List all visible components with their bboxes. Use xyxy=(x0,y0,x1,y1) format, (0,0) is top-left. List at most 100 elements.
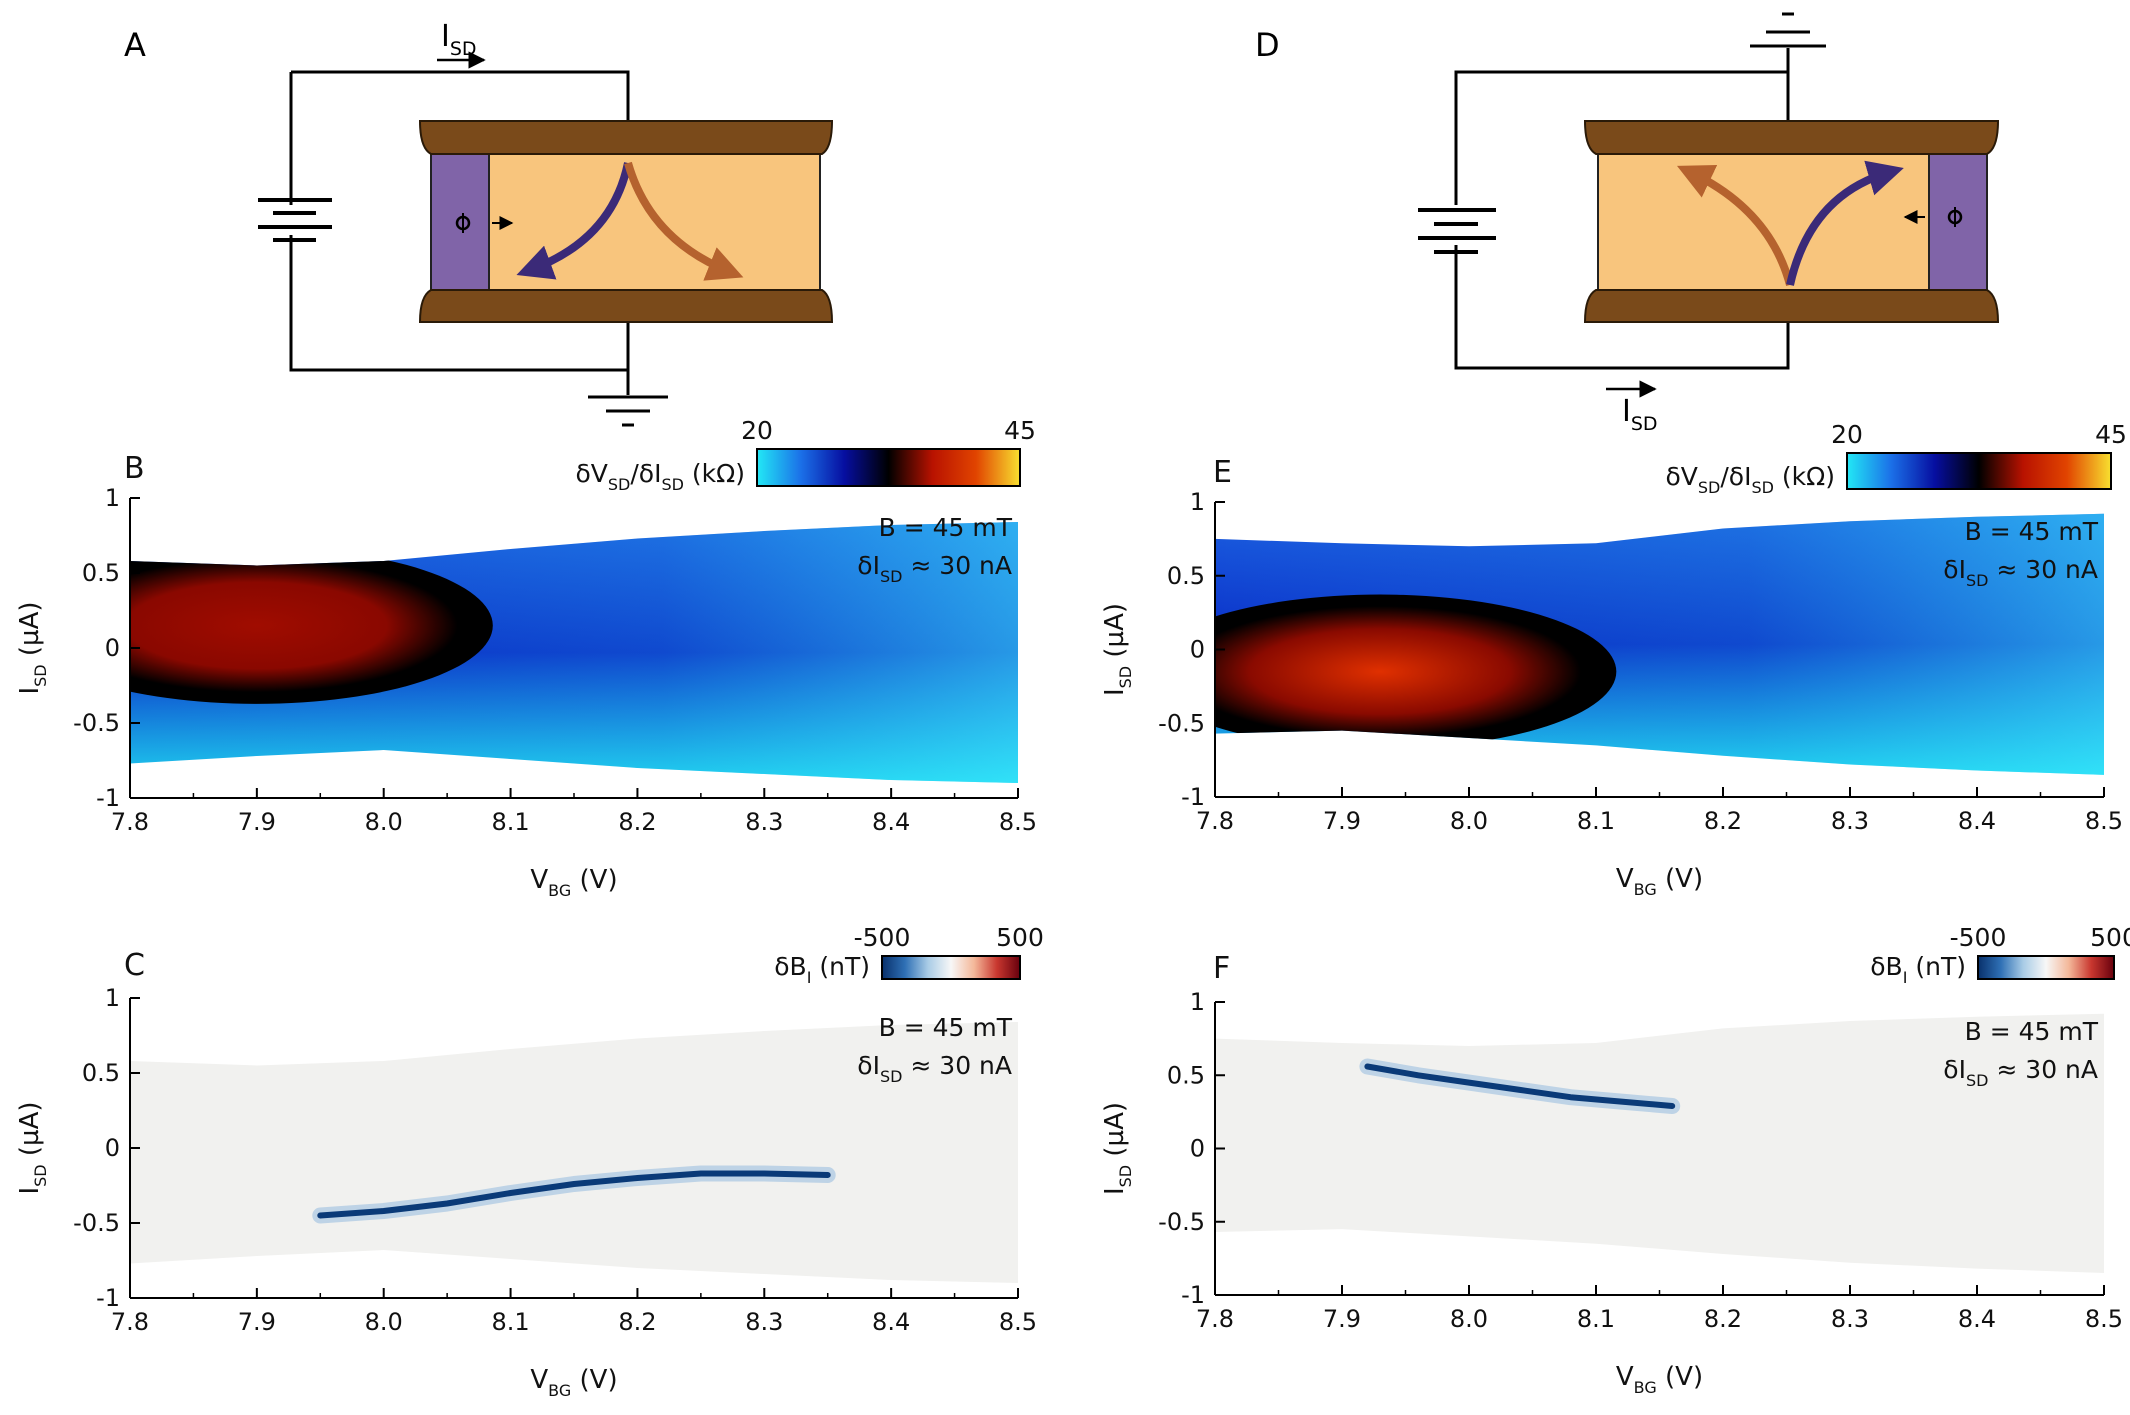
y-tick-label: 1 xyxy=(105,484,120,512)
x-tick-label: 8.0 xyxy=(1450,1305,1488,1333)
x-tick-label: 8.1 xyxy=(491,808,529,836)
y-tick-label: -0.5 xyxy=(73,709,120,737)
y-tick-label: -0.5 xyxy=(1158,709,1205,737)
x-tick-label: 7.9 xyxy=(1323,807,1361,835)
x-tick-label: 8.4 xyxy=(1958,807,1996,835)
ground-symbol xyxy=(588,370,668,427)
x-tick-label: 8.1 xyxy=(491,1308,529,1336)
colorbar-label: δBI (nT) xyxy=(1870,952,1966,987)
chart-panel-e: E 7.8 7.9 8.0 8.1 8.2 8.3 8.4 8.5 1 0.5 0 -0.5 -1 VBG … xyxy=(1100,420,2127,899)
plots-layer: B 7.8 7.9 8.0 8.1 8.2 8.3 8.4 8.5 1 0.5 0 -0.5 -1 VBG … xyxy=(15,416,2130,1400)
battery-symbol xyxy=(1418,208,1496,254)
y-tick-label: -1 xyxy=(1181,783,1205,811)
ground-symbol xyxy=(1750,12,1826,72)
x-tick-label: 8.5 xyxy=(2085,807,2123,835)
y-tick-label: -1 xyxy=(96,1284,120,1312)
feature-line xyxy=(1364,1063,1676,1109)
colorbar xyxy=(1977,955,2115,980)
x-tick-label: 8.1 xyxy=(1577,807,1615,835)
y-tick-label: 1 xyxy=(1190,488,1205,516)
brown-flow-arrow xyxy=(1676,165,1794,287)
y-tick-label: 0.5 xyxy=(82,559,120,587)
y-tick-label: 0.5 xyxy=(1167,562,1205,590)
chart-panel-c: C 7.8 7.9 8.0 8.1 8.2 8.3 8.4 8.5 1 0.5 0 -0.5 -1 VBG … xyxy=(15,923,1044,1400)
y-tick-label: -0.5 xyxy=(73,1209,120,1237)
colorbar-label: δVSD/δISD (kΩ) xyxy=(575,459,745,494)
y-tick-label: -1 xyxy=(96,784,120,812)
panel-label-f: F xyxy=(1213,951,1230,986)
y-tick-label: 0 xyxy=(1190,1135,1205,1163)
x-tick-label: 8.3 xyxy=(745,1308,783,1336)
excitation-annotation: δISD ≈ 30 nA xyxy=(857,1051,1012,1086)
colorbar-min-label: 20 xyxy=(1831,420,1863,449)
colorbar-max-label: 500 xyxy=(2090,923,2130,952)
colorbar-min-label: 20 xyxy=(741,416,773,445)
device-a xyxy=(418,120,834,323)
x-tick-label: 8.1 xyxy=(1577,1305,1615,1333)
resistance-peak xyxy=(130,547,493,704)
resistance-peak xyxy=(1215,594,1617,749)
x-axis-label: VBG (V) xyxy=(530,865,617,900)
y-axis-label: ISD (µA) xyxy=(15,601,50,694)
x-tick-label: 8.2 xyxy=(1704,807,1742,835)
y-tick-label: 0 xyxy=(105,634,120,662)
y-tick-label: 1 xyxy=(1190,988,1205,1016)
x-tick-label: 7.8 xyxy=(1196,807,1234,835)
panel-label-c: C xyxy=(124,948,145,983)
y-tick-label: 1 xyxy=(105,984,120,1012)
colorbar xyxy=(1846,452,2112,490)
panel-label-e: E xyxy=(1213,455,1232,490)
device-d xyxy=(1583,120,2000,323)
current-label-a: ISD xyxy=(441,19,477,60)
y-tick-label: 0 xyxy=(1190,636,1205,664)
x-tick-label: 8.4 xyxy=(1958,1305,1996,1333)
field-annotation: B = 45 mT xyxy=(879,1013,1013,1042)
panel-label-b: B xyxy=(124,451,145,486)
x-tick-label: 8.3 xyxy=(1831,1305,1869,1333)
chart-panel-f: F 7.8 7.9 8.0 8.1 8.2 8.3 8.4 8.5 1 0.5 0 -0.5 -1 VBG … xyxy=(1100,923,2130,1397)
x-tick-label: 7.9 xyxy=(238,808,276,836)
y-axis-label: ISD (µA) xyxy=(1100,603,1135,696)
x-axis-label: VBG (V) xyxy=(1616,1362,1703,1397)
x-tick-label: 7.8 xyxy=(1196,1305,1234,1333)
y-tick-label: -1 xyxy=(1181,1281,1205,1309)
y-axis-label: ISD (µA) xyxy=(15,1101,50,1194)
x-tick-label: 8.4 xyxy=(872,808,910,836)
data-region xyxy=(130,1022,1018,1283)
feature-line xyxy=(317,1170,831,1219)
panel-label-d: D xyxy=(1255,26,1280,64)
colorbar-max-label: 45 xyxy=(2095,420,2127,449)
field-annotation: B = 45 mT xyxy=(879,513,1013,542)
colorbar-label: δBI (nT) xyxy=(774,952,870,987)
x-tick-label: 8.2 xyxy=(1704,1305,1742,1333)
x-tick-label: 7.9 xyxy=(238,1308,276,1336)
excitation-annotation: δISD ≈ 30 nA xyxy=(857,551,1012,586)
colorbar xyxy=(756,448,1021,487)
colorbar xyxy=(881,955,1021,980)
x-tick-label: 7.8 xyxy=(111,808,149,836)
field-annotation: B = 45 mT xyxy=(1965,1017,2099,1046)
x-tick-label: 8.3 xyxy=(1831,807,1869,835)
excitation-annotation: δISD ≈ 30 nA xyxy=(1943,555,2098,590)
x-tick-label: 7.8 xyxy=(111,1308,149,1336)
x-axis-label: VBG (V) xyxy=(1616,864,1703,899)
x-tick-label: 8.0 xyxy=(1450,807,1488,835)
colorbar-min-label: -500 xyxy=(854,923,911,952)
y-tick-label: 0 xyxy=(105,1134,120,1162)
circuit-schematic-d: D ISD xyxy=(1255,12,2000,435)
x-tick-label: 8.2 xyxy=(618,808,656,836)
excitation-annotation: δISD ≈ 30 nA xyxy=(1943,1055,2098,1090)
current-label-d: ISD xyxy=(1622,394,1658,435)
x-tick-label: 8.5 xyxy=(2085,1305,2123,1333)
battery-symbol xyxy=(258,198,332,242)
colorbar-max-label: 500 xyxy=(996,923,1044,952)
x-tick-label: 8.0 xyxy=(365,1308,403,1336)
x-tick-label: 8.0 xyxy=(365,808,403,836)
colorbar-label: δVSD/δISD (kΩ) xyxy=(1665,462,1835,497)
x-tick-label: 8.4 xyxy=(872,1308,910,1336)
x-tick-label: 8.2 xyxy=(618,1308,656,1336)
circuit-schematic-a: A ISD - xyxy=(124,19,834,427)
brown-flow-arrow xyxy=(624,161,744,281)
field-annotation: B = 45 mT xyxy=(1965,517,2099,546)
